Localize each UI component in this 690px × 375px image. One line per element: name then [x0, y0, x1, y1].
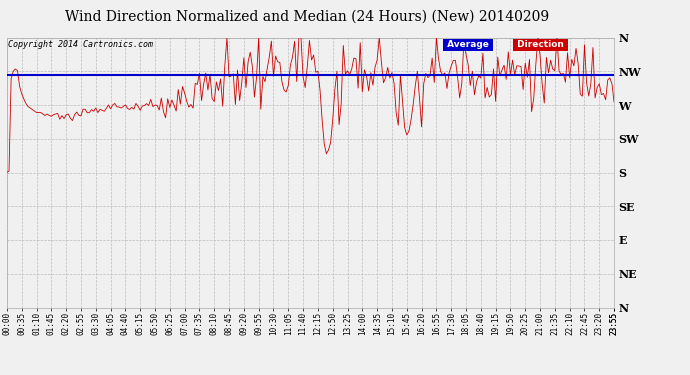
- Text: Copyright 2014 Cartronics.com: Copyright 2014 Cartronics.com: [8, 40, 153, 49]
- Text: Direction: Direction: [514, 40, 567, 49]
- Text: Wind Direction Normalized and Median (24 Hours) (New) 20140209: Wind Direction Normalized and Median (24…: [65, 9, 549, 23]
- Text: Average: Average: [444, 40, 492, 49]
